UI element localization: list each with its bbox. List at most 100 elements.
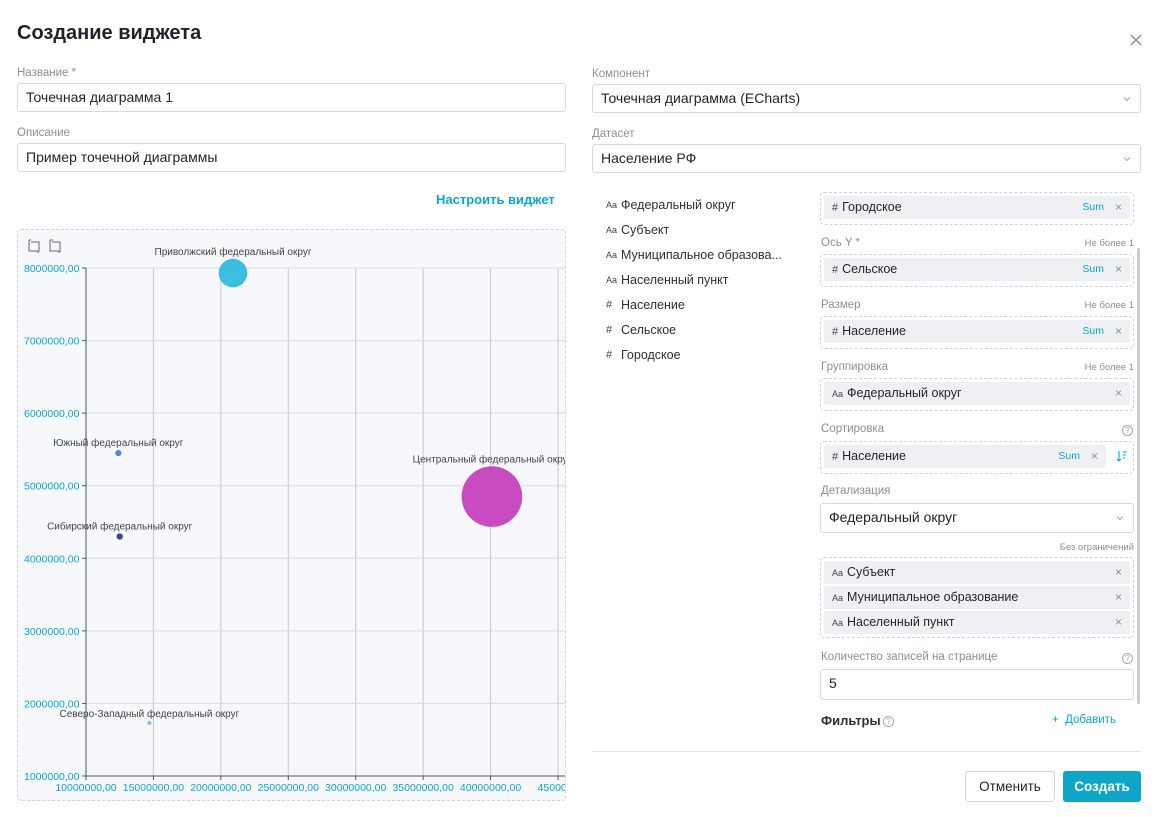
field-item-federal-district[interactable]: Aa Федеральный округ <box>606 192 786 217</box>
chip-label: Сельское <box>842 262 898 276</box>
detail-dropzone[interactable]: Aa Субъект × Aa Муниципальное образование … <box>820 557 1134 638</box>
chart-preview: 10000000,00 15000000,00 20000000,00 2500000… <box>17 229 566 801</box>
size-chip[interactable]: # Население Sum × <box>824 320 1130 343</box>
detail-chip[interactable]: Aa Населенный пункт × <box>824 611 1130 634</box>
y-axis-chip[interactable]: # Сельское Sum × <box>824 258 1130 281</box>
field-item-population[interactable]: # Население <box>606 292 786 317</box>
help-icon[interactable]: ? <box>1122 653 1133 664</box>
plus-icon: + <box>1052 714 1059 726</box>
chevron-down-icon <box>1116 516 1124 521</box>
field-label: Сельское <box>621 322 677 337</box>
toolbox <box>28 239 61 253</box>
field-item-settlement[interactable]: Aa Населенный пункт <box>606 267 786 292</box>
field-label: Городское <box>621 347 681 362</box>
aggregation-button[interactable]: Sum <box>1082 201 1104 213</box>
remove-icon[interactable]: × <box>1114 324 1122 338</box>
remove-icon[interactable]: × <box>1090 449 1098 463</box>
name-label: Название * <box>17 67 77 79</box>
data-point <box>147 720 152 726</box>
aggregation-button[interactable]: Sum <box>1058 450 1080 462</box>
data-point-label: Северо-Западный федеральный округ <box>60 708 240 720</box>
text-type-icon: Aa <box>606 224 618 235</box>
y-tick-label: 4000000,00 <box>24 553 80 565</box>
x-axis-dropzone[interactable]: # Городское Sum × <box>820 192 1134 225</box>
y-axis-dropzone[interactable]: # Сельское Sum × <box>820 254 1134 287</box>
aggregation-button[interactable]: Sum <box>1082 325 1104 337</box>
filters-label: Фильтры <box>821 713 881 728</box>
detail-chip[interactable]: Aa Субъект × <box>824 561 1130 584</box>
chevron-down-icon <box>1123 97 1131 102</box>
add-filter-label: Добавить <box>1065 714 1116 726</box>
create-button[interactable]: Создать <box>1063 771 1141 802</box>
data-point <box>218 258 248 288</box>
y-tick-label: 2000000,00 <box>24 698 80 710</box>
x-tick-label: 30000000,00 <box>325 782 386 794</box>
y-tick-label: 7000000,00 <box>24 336 80 348</box>
x-tick-label: 35000000,00 <box>392 782 453 794</box>
zoom-reset-icon[interactable] <box>49 239 61 253</box>
field-item-municipality[interactable]: Aa Муниципальное образова... <box>606 242 786 267</box>
sort-direction-icon[interactable] <box>1116 450 1128 462</box>
cancel-button[interactable]: Отменить <box>965 771 1055 802</box>
close-icon[interactable] <box>1128 32 1144 48</box>
page-size-label: Количество записей на странице <box>821 651 998 663</box>
remove-icon[interactable]: × <box>1114 262 1122 276</box>
scatter-chart: 10000000,00 15000000,00 20000000,00 2500000… <box>24 239 566 794</box>
field-label: Население <box>621 297 685 312</box>
description-input[interactable]: Пример точечной диаграммы <box>17 143 566 172</box>
component-label: Компонент <box>592 68 650 80</box>
detail-label: Детализация <box>821 485 891 497</box>
name-input[interactable]: Точечная диаграмма 1 <box>17 83 566 112</box>
field-item-urban[interactable]: # Городское <box>606 342 786 367</box>
dataset-fields-list: Aa Федеральный округ Aa Субъект Aa Муниципа… <box>606 192 786 367</box>
text-type-icon: Aa <box>606 199 618 210</box>
grouping-dropzone[interactable]: Aa Федеральный округ × <box>820 378 1134 411</box>
remove-icon[interactable]: × <box>1114 200 1122 214</box>
x-tick-label: 4500000 <box>538 782 566 794</box>
number-type-icon: # <box>832 202 839 214</box>
remove-icon[interactable]: × <box>1114 386 1122 400</box>
x-tick-label: 10000000,00 <box>55 782 116 794</box>
x-axis-chip[interactable]: # Городское Sum × <box>824 196 1130 219</box>
remove-icon[interactable]: × <box>1114 565 1122 579</box>
y-tick-label: 5000000,00 <box>24 481 80 493</box>
chip-label: Субъект <box>847 565 896 579</box>
x-tick-label: 15000000,00 <box>123 782 184 794</box>
chip-label: Федеральный округ <box>847 386 962 400</box>
help-icon[interactable]: ? <box>1122 425 1133 436</box>
detail-select[interactable]: Федеральный округ <box>820 503 1134 533</box>
chip-label: Городское <box>842 200 902 214</box>
component-select[interactable]: Точечная диаграмма (ECharts) <box>592 84 1141 113</box>
aggregation-button[interactable]: Sum <box>1082 263 1104 275</box>
grouping-chip[interactable]: Aa Федеральный округ × <box>824 382 1130 405</box>
data-point-label: Сибирский федеральный округ <box>47 520 193 532</box>
number-type-icon: # <box>832 451 839 463</box>
data-point-label: Приволжский федеральный округ <box>155 246 312 258</box>
add-filter-button[interactable]: + Добавить <box>1052 714 1116 726</box>
remove-icon[interactable]: × <box>1114 590 1122 604</box>
remove-icon[interactable]: × <box>1114 615 1122 629</box>
dataset-select[interactable]: Население РФ <box>592 144 1141 173</box>
x-tick-label: 40000000,00 <box>460 782 521 794</box>
field-item-rural[interactable]: # Сельское <box>606 317 786 342</box>
zoom-select-icon[interactable] <box>28 239 40 253</box>
panel-scrollbar[interactable] <box>1137 248 1140 704</box>
help-icon[interactable]: ? <box>883 716 894 727</box>
field-label: Субъект <box>621 222 670 237</box>
number-type-icon: # <box>832 264 839 276</box>
text-type-icon: Aa <box>832 389 844 399</box>
dataset-value: Население РФ <box>601 150 697 166</box>
description-label: Описание <box>17 127 70 139</box>
sorting-chip[interactable]: # Население Sum × <box>824 445 1106 468</box>
field-item-subject[interactable]: Aa Субъект <box>606 217 786 242</box>
data-point-label: Южный федеральный округ <box>53 437 183 449</box>
component-value: Точечная диаграмма (ECharts) <box>601 90 801 106</box>
configure-widget-link[interactable]: Настроить виджет <box>436 192 555 207</box>
detail-chip[interactable]: Aa Муниципальное образование × <box>824 586 1130 609</box>
size-dropzone[interactable]: # Население Sum × <box>820 316 1134 349</box>
data-point <box>116 533 123 540</box>
chip-label: Муниципальное образование <box>847 590 1019 604</box>
sorting-dropzone[interactable]: # Население Sum × <box>820 441 1134 474</box>
page-size-input[interactable]: 5 <box>820 669 1134 700</box>
